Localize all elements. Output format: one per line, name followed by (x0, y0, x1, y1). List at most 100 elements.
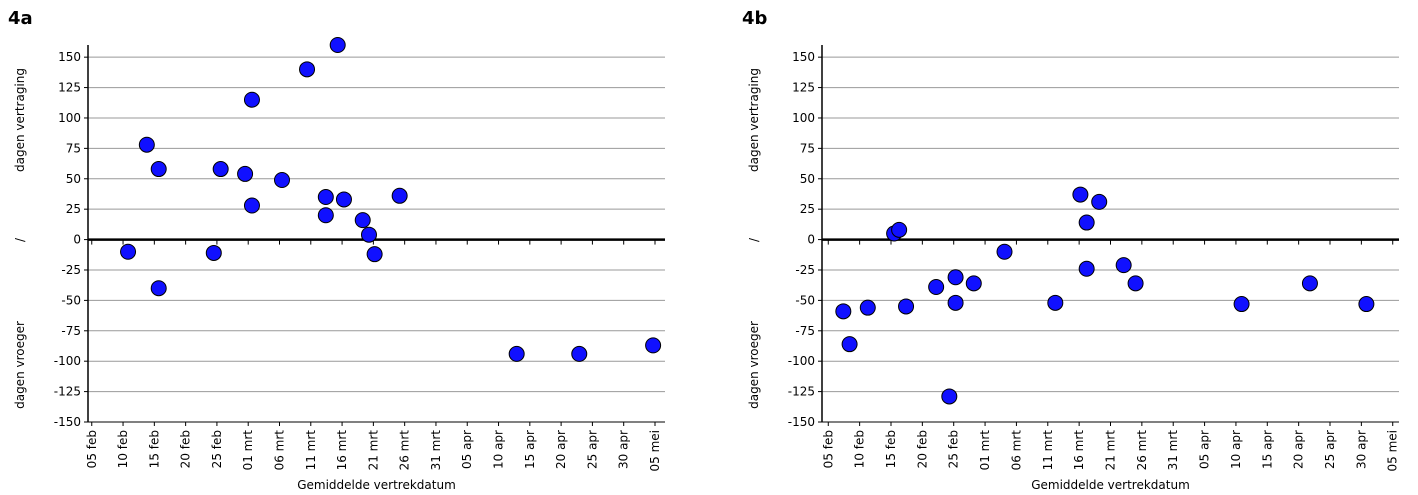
point (317, 207, 334, 224)
point (1358, 296, 1375, 313)
x-tick-label: 16 mrt (1072, 430, 1086, 471)
x-tick-label: 05 mei (1386, 430, 1400, 472)
y-tick-label: 125 (58, 81, 81, 95)
chart-title: 4b (742, 8, 768, 29)
point (150, 280, 167, 297)
x-tick-label: 21 mrt (1104, 430, 1118, 471)
point (317, 189, 334, 206)
point (329, 37, 346, 53)
x-tick-label: 26 mrt (398, 430, 412, 471)
y-tick-label: -150 (788, 415, 815, 429)
point (1233, 296, 1250, 313)
point (205, 244, 222, 261)
y-tick-label: 25 (66, 202, 81, 216)
y-tick-label: 150 (792, 50, 815, 64)
x-tick-label: 31 mrt (1166, 430, 1180, 471)
x-tick-label: 25 apr (585, 430, 599, 469)
point (508, 345, 525, 362)
point (391, 187, 408, 204)
point (928, 279, 945, 296)
point (243, 197, 260, 214)
point (645, 337, 662, 354)
y-axis-label: dagen vertraging (13, 68, 27, 172)
x-tick-label: 25 feb (210, 430, 224, 468)
point (1047, 294, 1064, 311)
x-tick-label: 06 mrt (1009, 430, 1023, 471)
x-tick-label: 05 apr (460, 430, 474, 469)
point (841, 336, 858, 353)
point (138, 136, 155, 153)
x-tick-label: 11 mrt (304, 430, 318, 471)
point (360, 226, 377, 243)
y-tick-label: 25 (800, 202, 815, 216)
x-tick-label: 20 apr (554, 430, 568, 469)
y-tick-label: -50 (61, 293, 81, 307)
x-tick-label: 15 apr (523, 430, 537, 469)
y-axis-label: dagen vertraging (747, 68, 761, 172)
x-tick-label: 06 mrt (272, 430, 286, 471)
x-tick-label: 20 feb (179, 430, 193, 468)
point (243, 91, 260, 108)
y-axis-label: dagen vroeger (747, 321, 761, 409)
x-tick-label: 05 feb (85, 430, 99, 468)
point (335, 191, 352, 208)
point (120, 243, 137, 260)
x-tick-label: 10 feb (116, 430, 130, 468)
point (571, 345, 588, 362)
x-tick-label: 31 mrt (429, 430, 443, 471)
point (947, 269, 964, 286)
y-tick-label: -75 (795, 324, 815, 338)
y-tick-label: 50 (66, 172, 81, 186)
x-tick-label: 15 feb (147, 430, 161, 468)
x-tick-label: 05 feb (821, 430, 835, 468)
x-axis-label: Gemiddelde vertrekdatum (1031, 478, 1190, 492)
x-tick-label: 30 apr (1354, 430, 1368, 469)
point (1072, 186, 1089, 203)
y-tick-label: 0 (73, 233, 81, 247)
point (859, 299, 876, 316)
point (898, 298, 915, 315)
y-tick-label: -125 (54, 385, 81, 399)
point (366, 246, 383, 263)
x-tick-label: 10 apr (1229, 430, 1243, 469)
point (1127, 275, 1144, 292)
y-tick-label: -100 (788, 354, 815, 368)
x-tick-label: 25 apr (1323, 430, 1337, 469)
y-tick-label: -100 (54, 354, 81, 368)
x-tick-label: 01 mrt (241, 430, 255, 471)
point (891, 221, 908, 238)
y-tick-label: 100 (792, 111, 815, 125)
x-tick-label: 05 apr (1198, 430, 1212, 469)
x-tick-label: 15 feb (884, 430, 898, 468)
x-tick-label: 20 apr (1292, 430, 1306, 469)
x-tick-label: 26 mrt (1135, 430, 1149, 471)
y-tick-label: -50 (795, 293, 815, 307)
x-tick-label: 30 apr (617, 430, 631, 469)
point (237, 165, 254, 182)
point (212, 161, 229, 178)
y-tick-label: -25 (61, 263, 81, 277)
y-tick-label: 75 (66, 141, 81, 155)
chart: 4b dagen vertraging / dagen vroeger Gemiddel… (742, 8, 1400, 492)
point (941, 388, 958, 405)
point (996, 243, 1013, 260)
point (947, 294, 964, 311)
point (150, 161, 167, 178)
y-tick-label: 125 (792, 81, 815, 95)
y-tick-label: 150 (58, 50, 81, 64)
x-tick-label: 01 mrt (978, 430, 992, 471)
point (274, 171, 291, 188)
y-tick-label: 0 (807, 233, 815, 247)
y-tick-label: -125 (788, 385, 815, 399)
point (835, 303, 852, 320)
point (1091, 193, 1108, 210)
point (1301, 275, 1318, 292)
x-tick-label: 10 apr (492, 430, 506, 469)
y-axis-label: / (747, 237, 761, 242)
y-axis-label: dagen vroeger (13, 321, 27, 409)
chart-title: 4a (8, 8, 33, 29)
y-tick-label: -150 (54, 415, 81, 429)
y-axis-label: / (13, 237, 27, 242)
x-axis-label: Gemiddelde vertrekdatum (297, 478, 456, 492)
